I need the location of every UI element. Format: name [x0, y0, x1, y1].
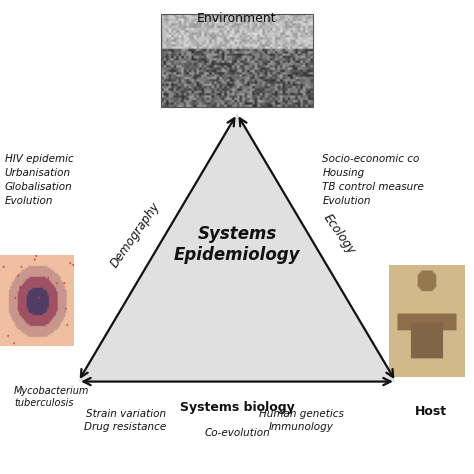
Text: Host: Host: [415, 405, 447, 418]
Text: Human genetics
Immunology: Human genetics Immunology: [258, 409, 344, 432]
Polygon shape: [78, 114, 396, 382]
Text: Environment: Environment: [197, 12, 277, 25]
Text: Mycobacterium
tuberculosis: Mycobacterium tuberculosis: [14, 386, 90, 408]
Text: Systems biology: Systems biology: [180, 401, 294, 413]
Text: Demography: Demography: [108, 200, 163, 270]
Text: HIV epidemic
Urbanisation
Globalisation
Evolution: HIV epidemic Urbanisation Globalisation …: [5, 154, 73, 206]
Text: Strain variation
Drug resistance: Strain variation Drug resistance: [84, 409, 167, 432]
Text: Ecology: Ecology: [320, 212, 357, 257]
Text: Socio-economic co
Housing
TB control measure
Evolution: Socio-economic co Housing TB control mea…: [322, 154, 424, 206]
Text: Co-evolution: Co-evolution: [204, 428, 270, 438]
Text: Systems
Epidemiology: Systems Epidemiology: [174, 225, 300, 264]
